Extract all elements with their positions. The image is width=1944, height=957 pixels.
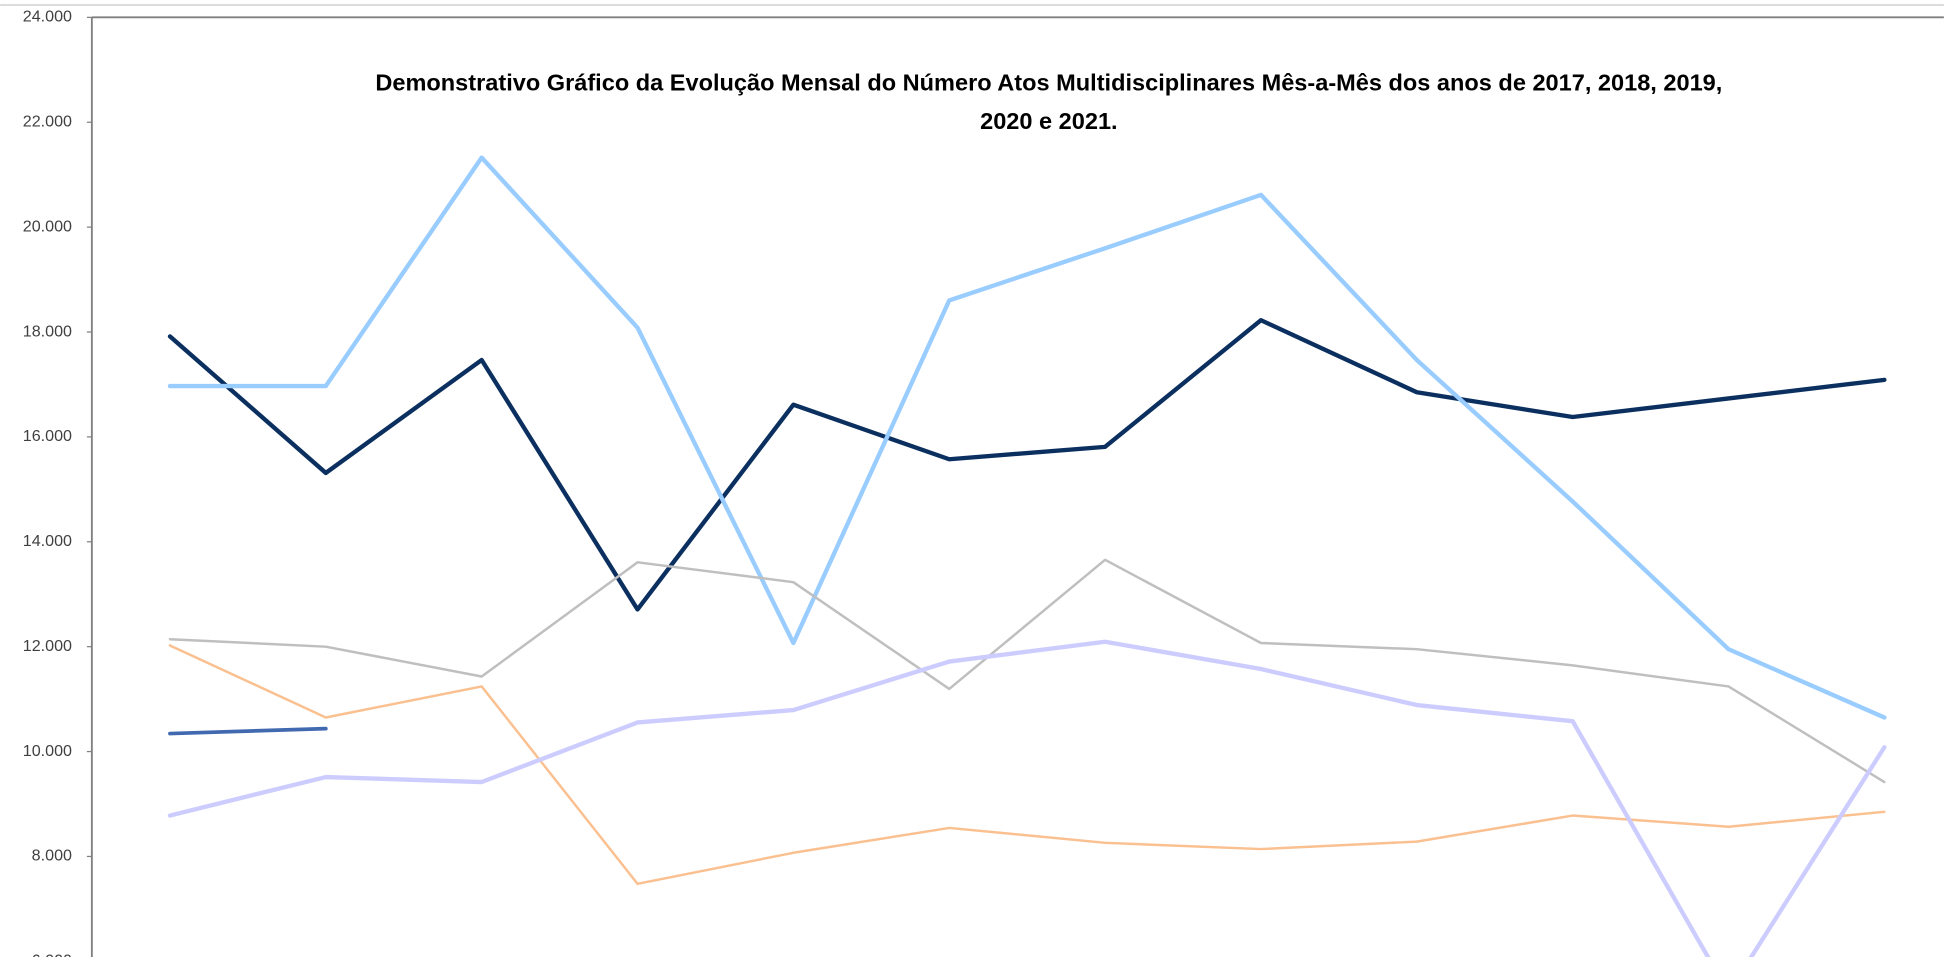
y-tick-label: 14.000 — [23, 532, 72, 550]
y-tick-label: 20.000 — [23, 217, 72, 235]
series-line — [168, 644, 1886, 886]
y-tick-label: 8.000 — [32, 847, 72, 865]
y-tick-label: 18.000 — [23, 322, 72, 340]
plot-area — [167, 155, 1887, 957]
series-line — [167, 155, 1887, 720]
y-tick-label: 6.000 — [32, 952, 72, 957]
series-line — [167, 318, 1887, 612]
series-line — [167, 639, 1887, 957]
y-tick-label: 10.000 — [23, 742, 72, 760]
series-line — [168, 726, 328, 736]
chart-title: Demonstrativo Gráfico da Evolução Mensal… — [375, 70, 1722, 96]
chart-title: 2020 e 2021. — [980, 108, 1118, 134]
y-tick-label: 16.000 — [23, 427, 72, 445]
series-line — [168, 558, 1886, 784]
y-tick-label: 12.000 — [23, 637, 72, 655]
y-tick-label: 24.000 — [23, 8, 72, 26]
y-tick-label: 22.000 — [23, 112, 72, 130]
